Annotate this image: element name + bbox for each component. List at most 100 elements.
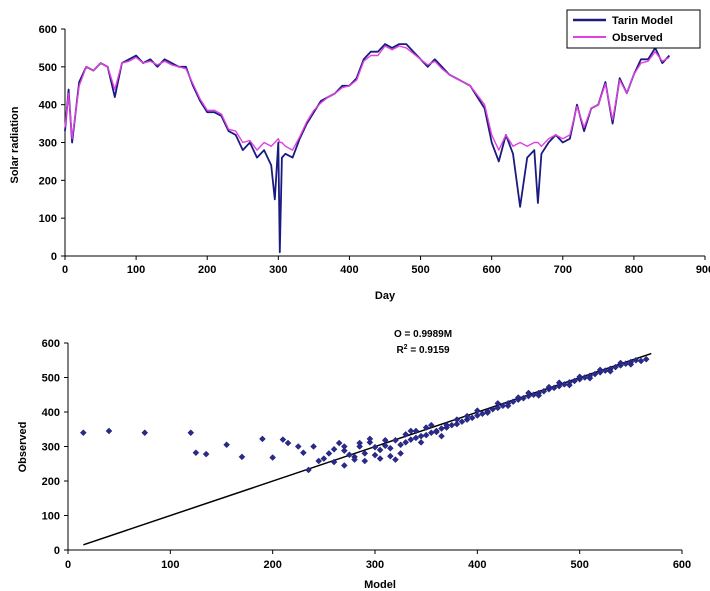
scatter-point	[346, 451, 353, 459]
scatter-x-tick-label: 300	[366, 559, 384, 571]
scatter-point	[427, 421, 435, 429]
scatter-y-tick-label: 600	[42, 338, 60, 350]
scatter-point	[397, 441, 404, 449]
scatter-chart-axes: 0 100 200 300 400 500 600 0 100 200 300 400 500 600	[42, 338, 692, 571]
scatter-point	[540, 387, 548, 395]
scatter-chart: 0 100 200 300 400 500 600 0 100 200 300 400 500 600 O…	[17, 329, 691, 591]
scatter-point	[463, 416, 471, 423]
fit-line	[83, 352, 652, 546]
scatter-point	[612, 363, 619, 371]
scatter-point	[310, 443, 317, 450]
line-chart-y-tick-label: 100	[39, 213, 57, 225]
scatter-point	[412, 427, 420, 435]
scatter-point	[417, 432, 425, 440]
scatter-point	[576, 373, 584, 381]
scatter-point	[632, 356, 640, 364]
scatter-point	[284, 439, 292, 447]
scatter-point	[305, 466, 312, 474]
scatter-x-axis-label: Model	[364, 579, 396, 591]
legend-label-model: Tarin Model	[612, 15, 673, 27]
scatter-point	[238, 453, 246, 461]
series-line-observed	[64, 45, 670, 151]
scatter-point	[325, 450, 333, 457]
scatter-x-tick-label: 500	[570, 559, 588, 571]
scatter-point	[596, 366, 604, 374]
line-chart-x-tick-label: 100	[127, 264, 145, 276]
scatter-point	[361, 450, 369, 457]
scatter-points-group	[79, 355, 650, 474]
scatter-point	[545, 383, 553, 391]
scatter-point	[581, 374, 589, 381]
r-squared-label: R2 = 0.9159	[396, 344, 450, 356]
scatter-point	[330, 445, 338, 453]
series-line-tarin-model	[64, 43, 671, 254]
line-chart-axes: 0 100 200 300 400 500 600 700 800 900 0 100 200 300 40…	[39, 24, 710, 276]
scatter-point	[458, 418, 466, 426]
scatter-point	[494, 404, 502, 412]
scatter-y-tick-label: 100	[42, 511, 60, 523]
scatter-point	[366, 439, 374, 446]
scatter-point	[433, 428, 440, 436]
scatter-point	[356, 439, 364, 447]
scatter-point	[473, 412, 481, 419]
scatter-point	[509, 398, 517, 406]
scatter-point	[453, 416, 461, 423]
scatter-point	[473, 407, 481, 414]
legend-label-observed: Observed	[612, 32, 663, 44]
scatter-point	[407, 427, 415, 435]
line-chart-x-tick-label: 600	[482, 264, 500, 276]
scatter-point	[555, 382, 563, 390]
scatter-point	[202, 450, 210, 458]
scatter-point	[422, 424, 430, 431]
line-chart-y-tick-label: 300	[39, 138, 57, 150]
regression-equation: O = 0.9989M	[394, 329, 452, 340]
scatter-point	[622, 360, 630, 368]
scatter-point	[504, 402, 512, 410]
scatter-y-tick-label: 200	[42, 476, 60, 488]
scatter-point	[187, 429, 195, 437]
line-chart-y-tick-label: 200	[39, 175, 57, 187]
line-chart-x-tick-label: 700	[554, 264, 572, 276]
scatter-point	[320, 455, 328, 462]
scatter-point	[566, 381, 573, 389]
scatter-point	[525, 389, 532, 397]
scatter-point	[484, 409, 491, 417]
scatter-point	[535, 392, 543, 399]
scatter-point	[586, 374, 594, 382]
scatter-point	[315, 457, 323, 465]
scatter-point	[105, 427, 113, 435]
scatter-point	[269, 454, 277, 461]
scatter-point	[642, 355, 650, 363]
line-chart-legend: Tarin Model Observed	[566, 9, 701, 49]
scatter-point	[392, 456, 399, 463]
scatter-x-tick-label: 0	[65, 559, 71, 571]
scatter-point	[279, 436, 287, 443]
scatter-y-axis-label: Observed	[17, 422, 29, 473]
scatter-x-tick-label: 100	[161, 559, 179, 571]
line-chart-y-tick-label: 400	[39, 100, 57, 112]
line-chart-y-axis-label: Solar radiation	[9, 106, 21, 183]
scatter-point	[376, 446, 384, 454]
scatter-point	[591, 370, 599, 378]
scatter-y-tick-label: 500	[42, 373, 60, 385]
scatter-point	[468, 414, 476, 422]
scatter-point	[402, 431, 410, 438]
scatter-point	[371, 443, 379, 451]
scatter-point	[499, 402, 507, 410]
scatter-point	[422, 431, 430, 439]
line-chart-series-group	[64, 43, 671, 254]
scatter-point	[340, 447, 348, 454]
scatter-point	[453, 420, 461, 428]
scatter-point	[555, 379, 563, 387]
scatter-point	[560, 381, 568, 388]
scatter-point	[607, 367, 614, 375]
scatter-point	[141, 429, 149, 437]
scatter-point	[192, 449, 200, 457]
scatter-x-tick-label: 200	[263, 559, 281, 571]
legend-box	[566, 9, 701, 49]
scatter-point	[407, 436, 415, 443]
scatter-point	[340, 462, 348, 469]
scatter-point	[438, 432, 445, 440]
scatter-point	[443, 421, 450, 429]
